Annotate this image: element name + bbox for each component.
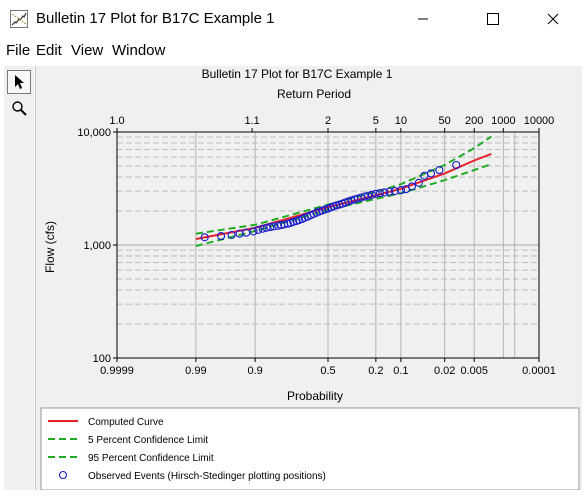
menu-view[interactable]: View: [71, 42, 104, 59]
observed-point: [364, 191, 373, 200]
series-line-1: [195, 135, 492, 235]
maximize-icon: [487, 13, 499, 25]
observed-point: [380, 188, 389, 197]
observed-point: [274, 221, 283, 230]
observed-point: [269, 222, 278, 231]
legend-layer: Computed Curve 5 Percent Confidence Limit…: [48, 417, 326, 482]
observed-point: [371, 189, 380, 198]
x-axis-label: Probability: [287, 389, 343, 403]
top-tick-label: 5: [373, 115, 379, 127]
title-bar: Bulletin 17 Plot for B17C Example 1: [0, 0, 584, 38]
x-tick-label: 0.02: [434, 365, 455, 377]
x-tick-label: 0.0001: [522, 365, 556, 377]
legend-label-3: Observed Events (Hirsch-Stedinger plotti…: [88, 471, 326, 482]
observed-point: [254, 225, 263, 234]
legend-label-1: 5 Percent Confidence Limit: [88, 435, 208, 446]
x-tick-label: 0.005: [460, 365, 488, 377]
observed-point: [367, 190, 376, 199]
observed-point: [266, 223, 275, 232]
top-tick-label: 50: [439, 115, 451, 127]
y-tick-label: 1,000: [83, 240, 111, 252]
legend-label-2: 95 Percent Confidence Limit: [88, 453, 214, 464]
observed-point: [249, 227, 258, 236]
axis-layer: 100 1,000 10,000 0.9999 0.99 0.9 0.5 0.2 0.1 0.02…: [77, 115, 555, 377]
tool-palette: [4, 66, 34, 490]
top-tick-label: 10000: [524, 115, 555, 127]
y-tick-label: 100: [93, 353, 111, 365]
top-axis-label: Return Period: [277, 87, 351, 101]
plot-panel: Bulletin 17 Plot for B17C Example 1 Retu…: [35, 66, 582, 491]
observed-point: [390, 187, 399, 196]
x-tick-label: 0.9: [247, 365, 262, 377]
zoom-tool-button[interactable]: [7, 96, 31, 120]
top-tick-label: 1.1: [244, 115, 259, 127]
observed-point: [452, 160, 461, 170]
window-title: Bulletin 17 Plot for B17C Example 1: [36, 10, 275, 27]
y-axis-label: Flow (cfs): [43, 221, 57, 273]
legend-swatch-3: [58, 470, 68, 480]
observed-point: [289, 217, 298, 226]
menu-window[interactable]: Window: [112, 42, 166, 59]
observed-point: [217, 232, 226, 241]
observed-point: [414, 178, 423, 187]
pointer-tool-button[interactable]: [7, 70, 31, 94]
menu-edit[interactable]: Edit: [36, 42, 62, 59]
observed-point: [407, 182, 416, 191]
top-tick-label: 1.0: [109, 115, 124, 127]
close-icon: [547, 13, 559, 25]
observed-point: [435, 166, 444, 175]
legend-box: [40, 407, 580, 491]
top-tick-label: 10: [395, 115, 407, 127]
top-tick-label: 2: [325, 115, 331, 127]
menu-file[interactable]: File: [6, 42, 31, 59]
series-line-2: [195, 163, 492, 247]
top-tick-label: 200: [465, 115, 483, 127]
top-tick-label: 1000: [491, 115, 515, 127]
chart-title: Bulletin 17 Plot for B17C Example 1: [202, 67, 393, 81]
x-tick-label: 0.1: [393, 365, 408, 377]
pointer-arrow-icon: [15, 75, 24, 89]
minimize-icon: [418, 18, 428, 20]
menu-bar: File Edit View Window: [0, 38, 584, 62]
close-button[interactable]: [530, 0, 576, 38]
series-layer: [195, 135, 492, 247]
observed-point: [426, 169, 436, 178]
y-tick-label: 10,000: [77, 127, 111, 139]
x-tick-label: 0.5: [320, 365, 335, 377]
observed-point: [258, 224, 267, 233]
bulletin17-chart[interactable]: Bulletin 17 Plot for B17C Example 1 Retu…: [36, 66, 582, 491]
observed-point: [200, 233, 209, 242]
grid-layer: [117, 132, 539, 358]
observed-point: [375, 189, 385, 198]
observed-point: [385, 187, 394, 196]
legend-label-0: Computed Curve: [88, 417, 164, 428]
maximize-button[interactable]: [470, 0, 516, 38]
minimize-button[interactable]: [400, 0, 446, 38]
observed-point: [396, 186, 405, 195]
x-tick-label: 0.9999: [100, 365, 134, 377]
observed-point: [227, 230, 236, 240]
x-tick-label: 0.2: [368, 365, 383, 377]
observed-point: [360, 192, 369, 201]
plot-app-icon: [10, 10, 28, 28]
magnifier-icon: [12, 101, 27, 116]
x-tick-label: 0.99: [185, 365, 206, 377]
